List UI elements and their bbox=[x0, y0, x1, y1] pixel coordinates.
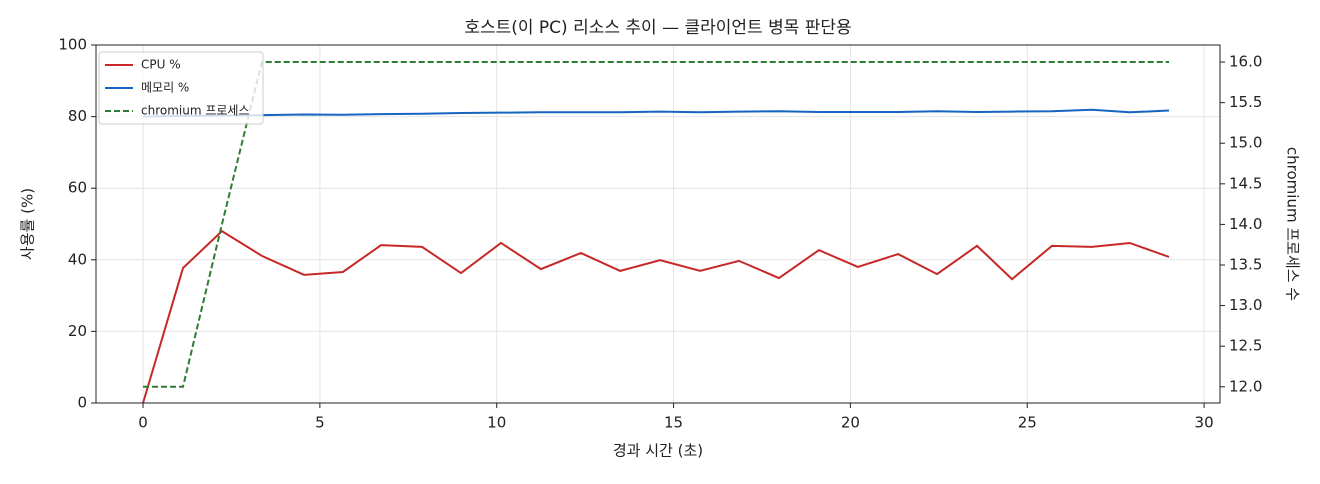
x-tick-label: 15 bbox=[664, 414, 683, 432]
y2-tick-label: 12.0 bbox=[1229, 377, 1262, 395]
legend-label: chromium 프로세스 bbox=[141, 104, 250, 118]
chart-title: 호스트(이 PC) 리소스 추이 — 클라이언트 병목 판단용 bbox=[464, 18, 851, 38]
data-line bbox=[143, 108, 1170, 118]
x-axis-label: 경과 시간 (초) bbox=[613, 442, 703, 460]
x-tick-label: 10 bbox=[487, 414, 506, 432]
data-line bbox=[143, 61, 1170, 388]
x-tick-label: 20 bbox=[841, 414, 860, 432]
y-tick-label: 0 bbox=[77, 394, 87, 412]
plot-frame bbox=[95, 44, 1221, 404]
x-tick-label: 5 bbox=[315, 414, 325, 432]
y2-tick-label: 15.5 bbox=[1229, 93, 1262, 111]
y2-axis-label: chromium 프로세스 수 bbox=[1284, 147, 1302, 301]
legend-box bbox=[98, 51, 264, 125]
data-line bbox=[142, 229, 1170, 404]
legend-label: 메모리 % bbox=[141, 81, 189, 95]
y2-tick-label: 16.0 bbox=[1229, 53, 1262, 71]
y2-tick-label: 14.5 bbox=[1229, 174, 1262, 192]
y2-tick-label: 13.0 bbox=[1229, 296, 1262, 314]
y2-tick-label: 15.0 bbox=[1229, 134, 1262, 152]
y-tick-label: 80 bbox=[68, 107, 87, 125]
y2-tick-label: 13.5 bbox=[1229, 255, 1262, 273]
x-tick-label: 25 bbox=[1018, 414, 1037, 432]
y2-tick-label: 14.0 bbox=[1229, 215, 1262, 233]
y-tick-label: 60 bbox=[68, 179, 87, 197]
legend-label: CPU % bbox=[141, 58, 181, 72]
y-tick-label: 40 bbox=[68, 250, 87, 268]
y-tick-label: 100 bbox=[58, 36, 87, 54]
x-tick-label: 0 bbox=[138, 414, 148, 432]
x-tick-label: 30 bbox=[1195, 414, 1214, 432]
y-tick-label: 20 bbox=[68, 322, 87, 340]
legend: CPU % 메모리 % chromium 프로세스 bbox=[98, 51, 264, 125]
y-axis-label: 사용률 (%) bbox=[19, 188, 37, 260]
y2-tick-label: 12.5 bbox=[1229, 337, 1262, 355]
